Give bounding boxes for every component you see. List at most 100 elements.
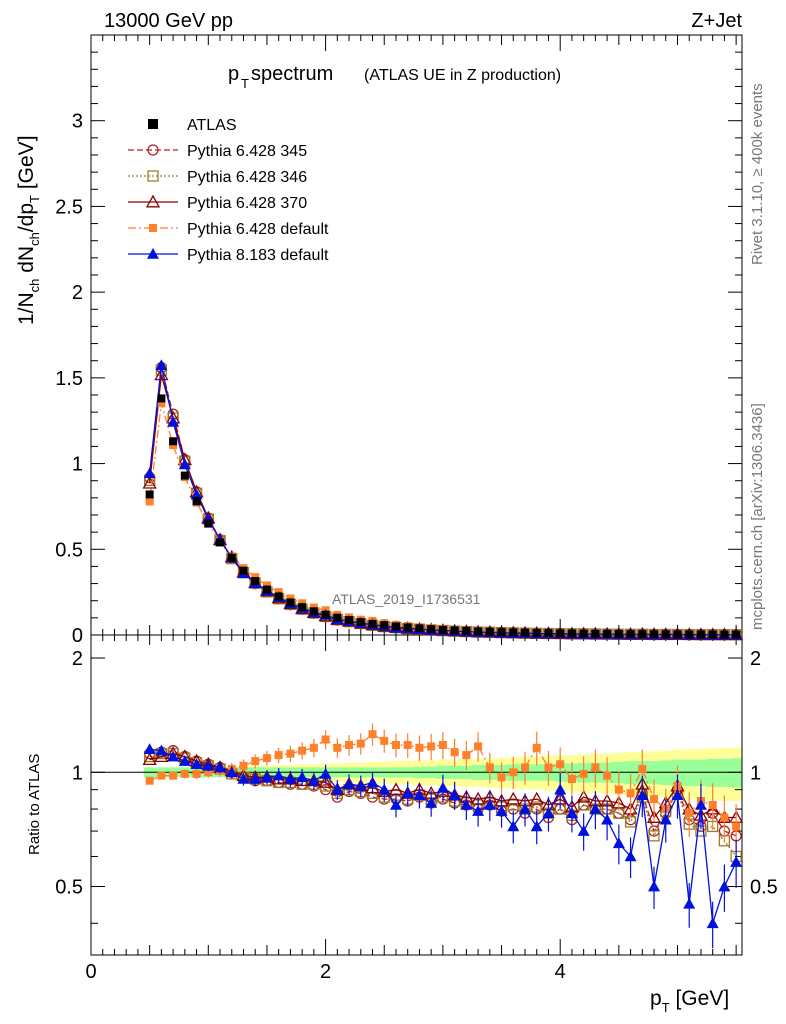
y-tick-label: 0.5 [55,539,83,561]
atlas-point [696,630,705,639]
ratio-tick-label-left: 0.5 [55,877,83,899]
ratio-point [576,789,591,803]
ratio-point [333,743,342,752]
atlas-point [497,628,506,637]
ratio-point [155,744,168,756]
atlas-point [532,628,541,637]
ratio-point [626,789,635,798]
ratio-point [614,785,623,794]
data-point [155,359,168,371]
atlas-point [462,626,471,635]
ratio-point [143,743,156,755]
ratio-tick-label-right: 1 [750,762,761,784]
ratio-point [249,773,262,784]
ratio-point [567,775,576,784]
ratio-point [319,767,332,779]
data-point [178,458,191,470]
atlas-point [356,618,365,627]
legend-entry: Pythia 6.428 370 [128,194,307,212]
legend: ATLAS Pythia 6.428 345 Pythia 6.428 346 Pyt… [128,117,329,264]
legend-entry: Pythia 6.428 345 [128,143,307,160]
ratio-point [507,820,520,832]
title-sub: T [241,76,249,91]
ratio-point [638,765,647,774]
legend-marker [149,224,157,232]
ratio-point [169,771,178,780]
legend-label: Pythia 6.428 370 [187,195,307,212]
atlas-point [544,629,553,638]
atlas-point [169,437,178,446]
ratio-point [204,768,213,777]
ratio-point [251,757,260,766]
legend-label: Pythia 8.183 default [187,247,329,264]
ratio-point [331,783,344,795]
ratio-point [589,803,602,814]
atlas-point [591,629,600,638]
ratio-point [519,803,531,814]
ratio-point [577,825,590,836]
ratio-point [318,775,333,788]
atlas-point [157,394,166,403]
atlas-point [603,629,612,638]
ratio-point [389,798,402,810]
ratio-point [495,805,508,816]
ratio-point [542,807,555,819]
ratio-point [685,809,694,818]
atlas-point [438,625,447,634]
ratio-point [415,743,424,752]
mcplots-label: mcplots.cern.ch [arXiv:1306.3436] [749,403,766,630]
atlas-point [298,603,307,612]
data-point [167,415,180,427]
data-point [157,399,166,408]
ratio-point [474,742,483,751]
atlas-point [685,630,694,639]
atlas-point [333,613,342,622]
series-p8def [143,359,743,949]
atlas-point [638,630,647,639]
ratio-point [544,763,553,772]
atlas-point [450,626,459,635]
ratio-point [472,805,485,816]
y-tick-label: 1.5 [55,368,83,390]
ratio-point [708,800,717,809]
ratio-point [307,774,320,786]
ratio-point [167,750,180,762]
atlas-point [274,592,283,601]
ratio-point [368,730,377,739]
ratio-point [298,746,307,755]
ratio-point [321,735,330,744]
ratio-point [237,773,250,784]
legend-label: ATLAS [187,117,237,134]
ratio-point [718,880,731,892]
ratio-point [591,763,600,772]
x-axis-label: pT [GeV] [650,987,729,1015]
ratio-point [624,814,637,826]
ratio-tick-label-left: 1 [72,762,83,784]
ratio-point [624,850,637,862]
ratio-tick-label-right: 0.5 [750,877,778,899]
ratio-point [636,789,649,801]
ratio-point [180,769,189,778]
legend-marker [147,170,159,182]
ratio-point [192,769,201,778]
ratio-point [646,810,662,823]
atlas-point [391,622,400,631]
atlas-point [321,610,330,619]
y-tick-label: 3 [72,111,83,133]
ratio-point [391,740,400,749]
atlas-point [309,607,318,616]
x-tick-label: 2 [320,961,331,983]
ratio-point [286,749,295,758]
atlas-point [556,629,565,638]
ratio-point [509,768,518,777]
atlas-point [509,628,518,637]
ratio-point [506,791,521,805]
ratio-point [345,740,354,749]
ratio-point [612,837,625,849]
atlas-point [521,628,529,637]
atlas-point [614,630,623,639]
ratio-point [659,813,672,825]
ratio-point [425,796,438,808]
